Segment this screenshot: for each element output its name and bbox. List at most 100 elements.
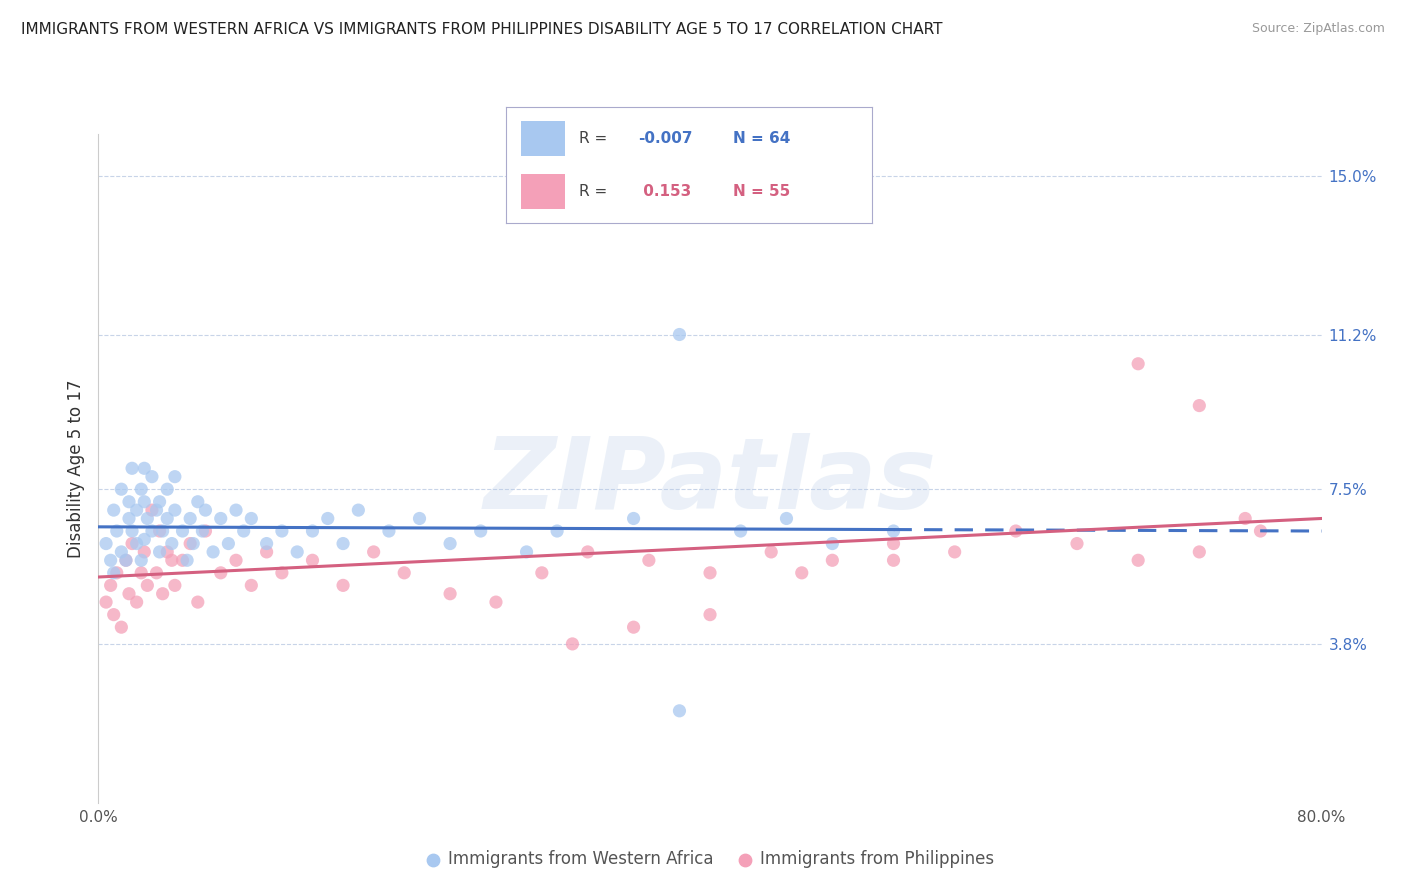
Point: [121, 536, 143, 550]
Point: [110, 620, 132, 634]
Point: [172, 553, 194, 567]
Point: [623, 511, 645, 525]
Point: [145, 503, 167, 517]
Point: [141, 524, 163, 538]
Point: [176, 553, 198, 567]
Point: [156, 545, 179, 559]
Point: [149, 495, 172, 509]
Point: [285, 545, 308, 559]
Point: [160, 553, 183, 567]
Point: [115, 553, 138, 567]
Point: [134, 533, 156, 547]
Point: [485, 595, 508, 609]
Point: [179, 511, 201, 525]
Point: [94, 536, 117, 550]
Point: [209, 511, 232, 525]
Point: [163, 578, 186, 592]
Point: [187, 495, 209, 509]
Point: [378, 524, 401, 538]
Point: [181, 536, 204, 550]
Text: Source: ZipAtlas.com: Source: ZipAtlas.com: [1251, 22, 1385, 36]
Point: [94, 595, 117, 609]
Point: [775, 511, 797, 525]
Text: -0.007: -0.007: [638, 131, 692, 146]
Point: [1188, 399, 1211, 413]
Point: [270, 566, 292, 580]
Point: [668, 327, 690, 342]
Point: [408, 511, 430, 525]
Point: [134, 461, 156, 475]
Point: [730, 524, 752, 538]
Point: [149, 545, 172, 559]
Point: [225, 553, 247, 567]
Legend: Immigrants from Western Africa, Immigrants from Philippines: Immigrants from Western Africa, Immigran…: [419, 844, 1001, 875]
Point: [156, 482, 179, 496]
Text: N = 55: N = 55: [733, 184, 790, 199]
Point: [105, 566, 128, 580]
Point: [103, 566, 125, 580]
Point: [172, 524, 194, 538]
Point: [821, 536, 844, 550]
FancyBboxPatch shape: [520, 174, 565, 209]
Point: [163, 503, 186, 517]
Point: [1128, 553, 1150, 567]
Point: [439, 587, 461, 601]
FancyBboxPatch shape: [520, 121, 565, 156]
Point: [301, 524, 323, 538]
Point: [118, 495, 141, 509]
Point: [316, 511, 339, 525]
Point: [129, 553, 152, 567]
Point: [790, 566, 813, 580]
Point: [160, 536, 183, 550]
Point: [332, 536, 354, 550]
Point: [118, 511, 141, 525]
Point: [121, 524, 143, 538]
Point: [1188, 545, 1211, 559]
Point: [883, 536, 905, 550]
Text: R =: R =: [579, 131, 613, 146]
Point: [141, 503, 163, 517]
Point: [759, 545, 782, 559]
Point: [194, 503, 217, 517]
Text: R =: R =: [579, 184, 613, 199]
Point: [392, 566, 416, 580]
Point: [202, 545, 225, 559]
Point: [1066, 536, 1088, 550]
Point: [439, 536, 461, 550]
Point: [125, 503, 148, 517]
Point: [121, 461, 143, 475]
Point: [821, 553, 844, 567]
Point: [256, 545, 278, 559]
Point: [110, 482, 132, 496]
Point: [152, 587, 174, 601]
Point: [943, 545, 966, 559]
Point: [240, 511, 263, 525]
Point: [516, 545, 538, 559]
Point: [149, 524, 172, 538]
Text: ZIPatlas: ZIPatlas: [484, 434, 936, 530]
Point: [883, 524, 905, 538]
Text: IMMIGRANTS FROM WESTERN AFRICA VS IMMIGRANTS FROM PHILIPPINES DISABILITY AGE 5 T: IMMIGRANTS FROM WESTERN AFRICA VS IMMIGR…: [21, 22, 942, 37]
Point: [191, 524, 214, 538]
Point: [125, 595, 148, 609]
Point: [145, 566, 167, 580]
Text: N = 64: N = 64: [733, 131, 790, 146]
Point: [1004, 524, 1026, 538]
Point: [883, 553, 905, 567]
Point: [270, 524, 292, 538]
Point: [129, 566, 152, 580]
Point: [156, 511, 179, 525]
Point: [240, 578, 263, 592]
Point: [110, 545, 132, 559]
Point: [530, 566, 553, 580]
Point: [225, 503, 247, 517]
Point: [347, 503, 370, 517]
Point: [103, 607, 125, 622]
Point: [232, 524, 254, 538]
Point: [179, 536, 201, 550]
Point: [1234, 511, 1257, 525]
Point: [100, 578, 122, 592]
Point: [256, 536, 278, 550]
Point: [134, 495, 156, 509]
Point: [332, 578, 354, 592]
